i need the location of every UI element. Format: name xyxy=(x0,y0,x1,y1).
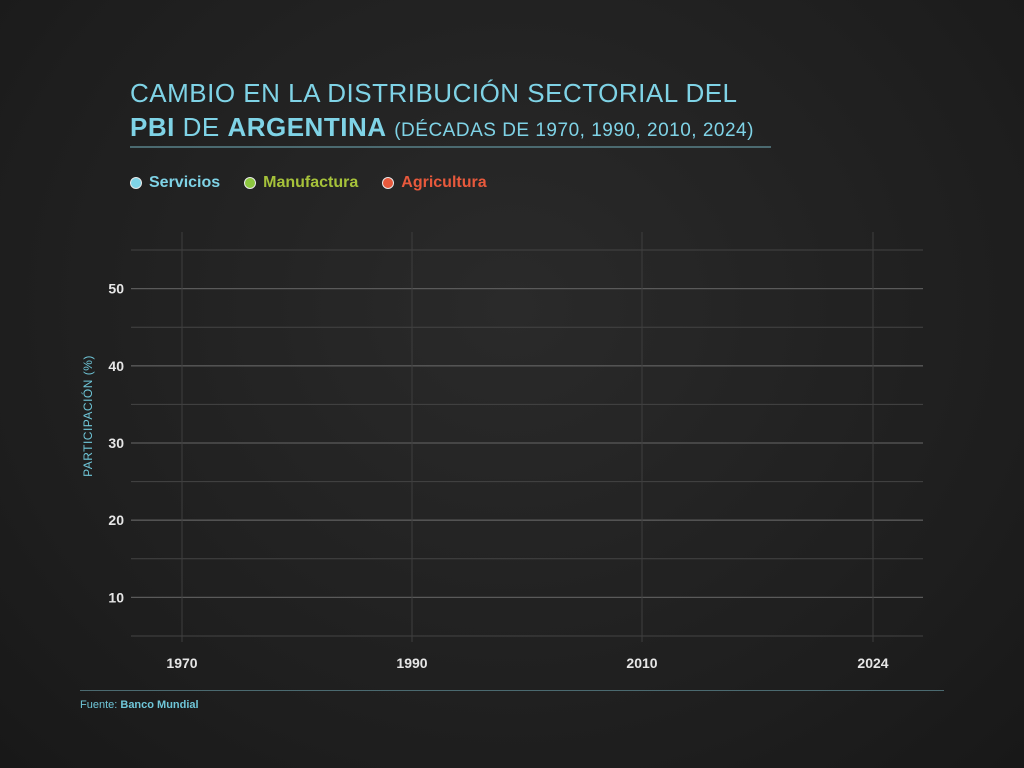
y-tick-label: 20 xyxy=(108,512,124,528)
y-tick-label: 10 xyxy=(108,589,124,605)
title-bold-pbi: PBI xyxy=(130,112,175,142)
x-tick-label: 1990 xyxy=(396,655,427,671)
legend-label: Manufactura xyxy=(263,174,359,191)
x-tick-label: 1970 xyxy=(166,655,197,671)
legend-item-servicios: Servicios xyxy=(130,174,220,192)
legend-item-agricultura: Agricultura xyxy=(382,174,487,192)
source-note: Fuente: Banco Mundial xyxy=(80,699,199,711)
title-divider xyxy=(130,146,771,148)
source-label: Fuente: xyxy=(80,699,118,711)
legend-dot-icon xyxy=(130,177,142,189)
legend-label: Servicios xyxy=(149,174,221,191)
legend-dot-icon xyxy=(244,177,257,189)
footer-divider xyxy=(80,690,944,691)
y-tick-label: 40 xyxy=(108,358,124,374)
y-tick-label: 30 xyxy=(108,435,124,451)
title-line-1: CAMBIO EN LA DISTRIBUCIÓN SECTORIAL DEL xyxy=(130,78,738,108)
y-tick-label: 50 xyxy=(108,281,124,297)
chart-title: CAMBIO EN LA DISTRIBUCIÓN SECTORIAL DEL … xyxy=(130,76,754,148)
legend: Servicios Manufactura Agricultura xyxy=(130,174,487,192)
title-bold-argentina: ARGENTINA xyxy=(227,112,387,142)
legend-item-manufactura: Manufactura xyxy=(244,174,358,192)
source-name: Banco Mundial xyxy=(120,699,199,711)
chart-subtitle: (DÉCADAS DE 1970, 1990, 2010, 2024) xyxy=(394,120,754,141)
title-line-2: PBI DE ARGENTINA (DÉCADAS DE 1970, 1990,… xyxy=(130,110,754,148)
x-tick-label: 2010 xyxy=(626,655,657,671)
legend-label: Agricultura xyxy=(401,174,487,191)
x-tick-label: 2024 xyxy=(857,655,888,671)
legend-dot-icon xyxy=(382,177,395,189)
title-de: DE xyxy=(182,112,220,142)
